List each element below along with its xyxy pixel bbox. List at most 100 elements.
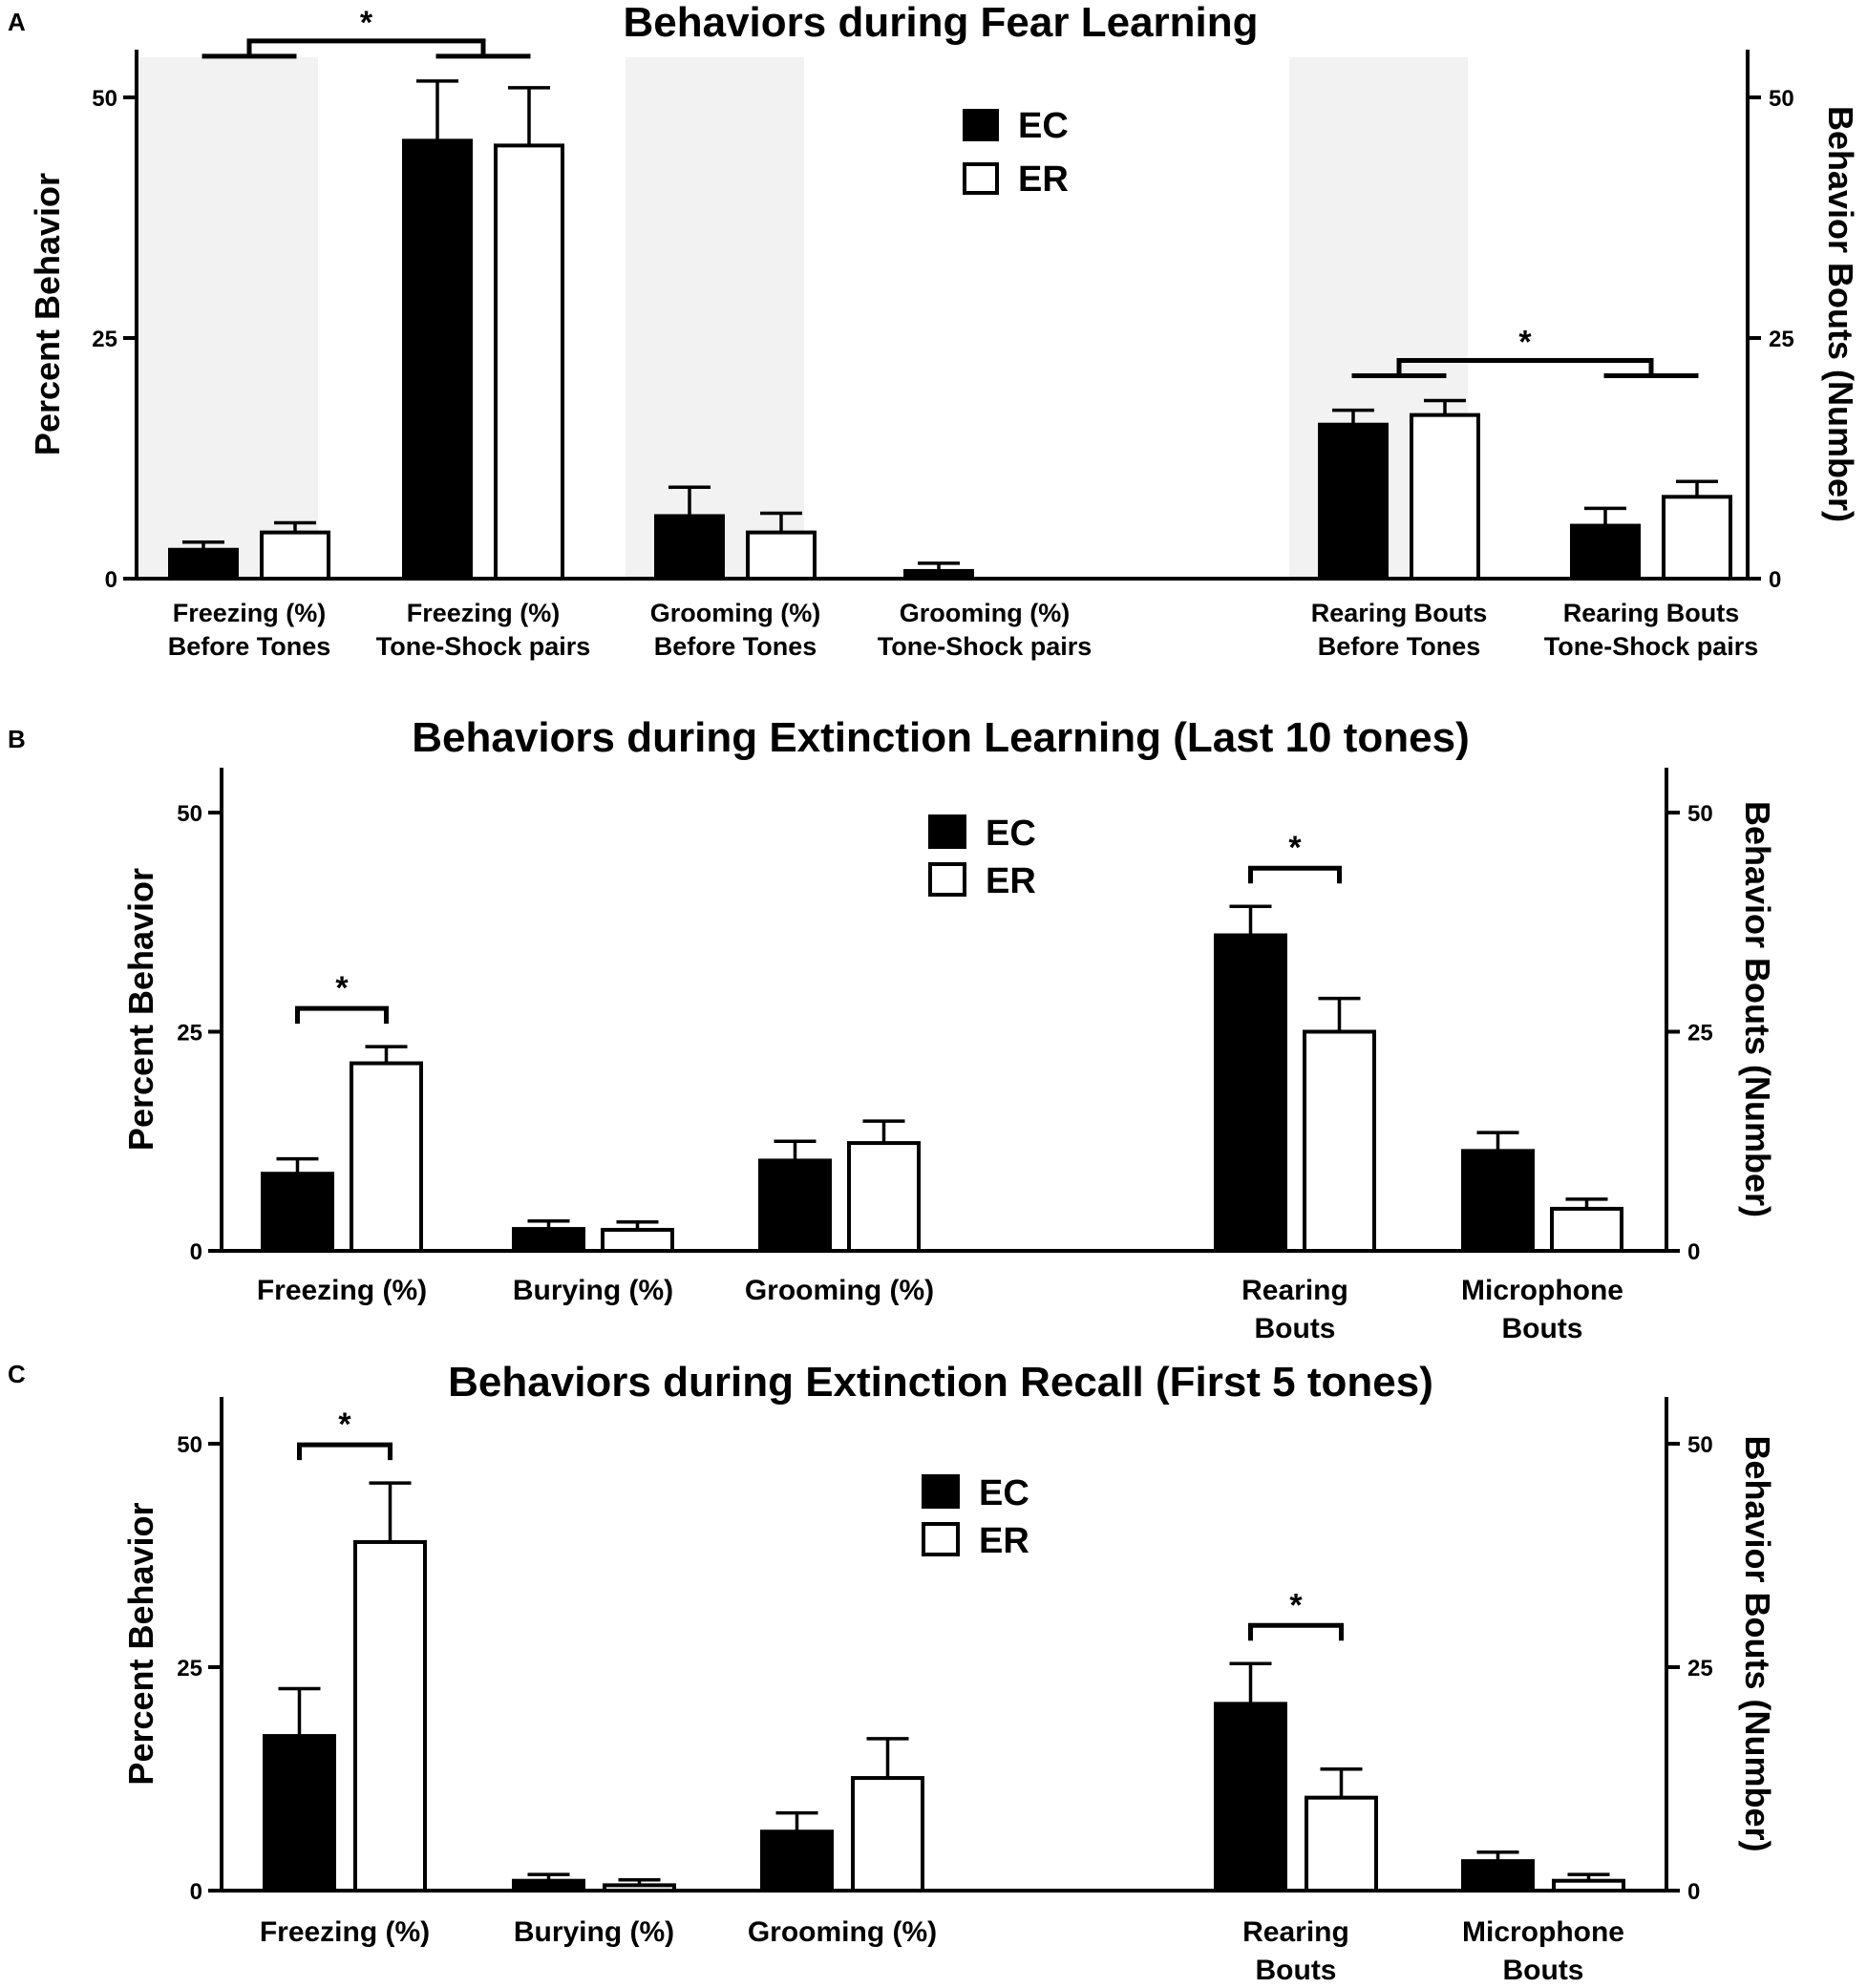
shaded-region xyxy=(139,57,318,579)
bar-ec xyxy=(1214,1702,1287,1893)
bar-ec xyxy=(1214,933,1287,1254)
significance-star: * xyxy=(1289,1587,1303,1623)
bar-ec xyxy=(168,547,239,582)
error-bar-er xyxy=(760,511,802,533)
legend-swatch-ec xyxy=(928,814,966,849)
error-bar-ec xyxy=(1476,1851,1519,1862)
y-tick-label-right: 0 xyxy=(1769,567,1781,593)
x-tick-label: Grooming (%) xyxy=(745,1275,934,1306)
error-bar-ec xyxy=(527,1219,570,1230)
significance-star: * xyxy=(335,970,349,1006)
y-tick-label-right: 50 xyxy=(1687,801,1713,827)
x-tick-label: Grooming (%) xyxy=(650,599,820,627)
error-bar-er xyxy=(866,1737,909,1779)
error-bar-er xyxy=(365,1045,408,1064)
bar-ec xyxy=(1318,422,1389,581)
legend-swatch-er xyxy=(928,862,966,897)
legend-label-er: ER xyxy=(1018,159,1069,200)
bar-er xyxy=(603,1883,676,1893)
bar-ec xyxy=(512,1878,585,1893)
y-tick-label-left: 25 xyxy=(177,1021,202,1047)
error-bar-ec xyxy=(1332,408,1374,425)
legend-label-ec: EC xyxy=(986,814,1036,854)
error-bar-ec xyxy=(1584,506,1626,526)
x-tick-label: Freezing (%) xyxy=(407,599,561,627)
y2-axis-label: Behavior Bouts (Number) xyxy=(1821,106,1860,522)
x-tick-label: Tone-Shock pairs xyxy=(1544,632,1759,661)
error-bar-er xyxy=(1565,1197,1608,1209)
error-bar-ec xyxy=(527,1872,570,1881)
y2-axis-label: Behavior Bouts (Number) xyxy=(1738,1435,1777,1851)
x-tick-label: Bouts xyxy=(1256,1955,1337,1986)
bar-er xyxy=(1305,1795,1378,1893)
legend-swatch-ec xyxy=(922,1474,960,1509)
bar-er xyxy=(601,1227,674,1254)
bar-ec xyxy=(903,568,974,581)
x-tick-label: Rearing Bouts xyxy=(1563,599,1740,627)
y-tick-label-left: 25 xyxy=(92,327,117,352)
y-tick-label-left: 50 xyxy=(177,1432,202,1458)
y-tick-label-right: 25 xyxy=(1769,327,1794,352)
panel-c: C Behaviors during Extinction Recall (Fir… xyxy=(8,1359,1777,1986)
y-tick-label-right: 25 xyxy=(1687,1021,1713,1047)
bar-er xyxy=(260,530,330,582)
error-bar-er xyxy=(1424,398,1466,415)
y-tick-label-left: 0 xyxy=(190,1879,202,1905)
x-tick-label: Rearing xyxy=(1242,1916,1349,1948)
y-tick-label-right: 25 xyxy=(1687,1656,1713,1681)
x-tick-label: Tone-Shock pairs xyxy=(878,632,1093,661)
y-tick-label-left: 0 xyxy=(190,1239,202,1265)
x-tick-label: Grooming (%) xyxy=(748,1916,937,1948)
bar-ec xyxy=(758,1158,832,1254)
panel-letter: C xyxy=(8,1360,26,1388)
bar-ec xyxy=(1461,1149,1535,1254)
bar-er xyxy=(1410,412,1480,582)
panel-letter: B xyxy=(8,725,26,753)
y2-axis-label: Behavior Bouts (Number) xyxy=(1738,801,1777,1217)
x-tick-label: Before Tones xyxy=(168,632,331,661)
error-bar-ec xyxy=(668,485,711,517)
x-tick-label: Bouts xyxy=(1255,1313,1336,1344)
y-tick-label-right: 50 xyxy=(1769,86,1794,112)
error-bar-ec xyxy=(774,1139,817,1161)
x-tick-label: Microphone xyxy=(1462,1916,1624,1948)
bar-er xyxy=(353,1539,427,1893)
legend-swatch-er xyxy=(963,162,999,195)
error-bar-ec xyxy=(278,1686,321,1737)
bar-er xyxy=(746,530,817,582)
x-tick-label: Grooming (%) xyxy=(900,599,1070,627)
significance-star: * xyxy=(1288,830,1302,866)
x-tick-label: Rearing Bouts xyxy=(1311,599,1488,627)
panel-letter: A xyxy=(8,8,26,36)
x-tick-label: Before Tones xyxy=(1318,632,1481,661)
error-bar-ec xyxy=(1229,904,1272,936)
y-tick-label-left: 25 xyxy=(177,1656,202,1681)
error-bar-ec xyxy=(182,539,224,550)
y-tick-label-left: 0 xyxy=(105,567,117,593)
bar-er xyxy=(847,1141,921,1254)
error-bar-ec xyxy=(1229,1661,1272,1704)
error-bar-ec xyxy=(276,1156,319,1174)
bar-ec xyxy=(402,138,473,582)
error-bar-er xyxy=(616,1219,659,1230)
bar-ec xyxy=(263,1734,336,1893)
legend-label-ec: EC xyxy=(979,1473,1029,1513)
error-bar-er xyxy=(1676,479,1718,497)
shaded-region xyxy=(626,57,804,579)
significance-star: * xyxy=(338,1406,351,1443)
chart-title: Behaviors during Extinction Learning (La… xyxy=(412,714,1470,761)
x-tick-label: Freezing (%) xyxy=(260,1916,430,1948)
significance-bracket xyxy=(246,38,486,56)
x-tick-label: Rearing xyxy=(1241,1275,1348,1306)
bar-er xyxy=(1550,1206,1623,1254)
y-axis-label: Percent Behavior xyxy=(121,1502,160,1785)
x-tick-label: Before Tones xyxy=(654,632,817,661)
error-bar-er xyxy=(274,520,316,533)
error-bar-ec xyxy=(918,561,960,571)
bar-ec xyxy=(1461,1859,1535,1893)
significance-bracket xyxy=(1396,358,1654,376)
bar-ec xyxy=(261,1172,334,1253)
legend-swatch-er xyxy=(922,1522,960,1556)
x-tick-label: Freezing (%) xyxy=(257,1275,427,1306)
